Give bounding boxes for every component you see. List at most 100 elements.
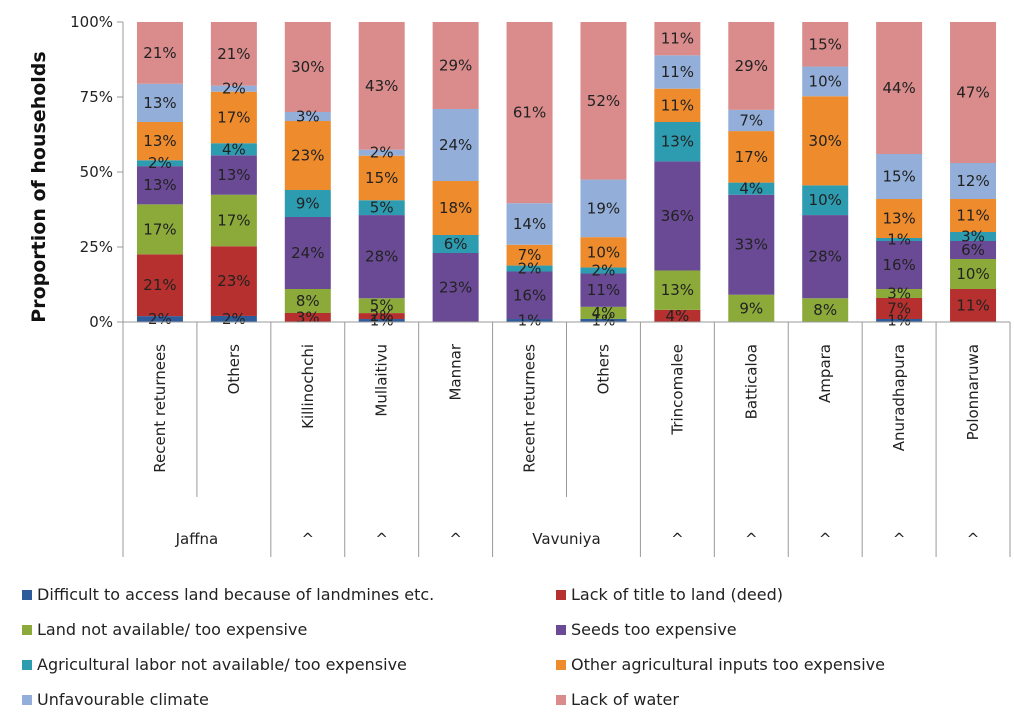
data-label: 4% [665,307,689,325]
bar-segment [950,199,997,232]
bar-segment [802,22,849,67]
legend-swatch [556,660,566,670]
data-label: 10% [956,265,989,283]
bar-segment [358,313,405,320]
x-group-label: ^ [671,530,684,548]
data-label: 11% [956,297,989,315]
data-label: 17% [143,220,176,238]
x-category-label: Ampara [816,344,834,403]
data-label: 2% [518,260,542,278]
data-labels-layer: 2% 21% 17% 13% 2% 13% 13% 21% 2% 23% 17% 13% 4% 17% 2%… [143,30,989,330]
data-label: 15% [809,35,842,53]
bar-segment [876,154,923,199]
bar-segment [432,181,479,235]
legend-swatch [22,590,32,600]
bar-segment [506,244,553,266]
data-label: 18% [439,199,472,217]
data-label: 13% [661,281,694,299]
data-label: 61% [513,104,546,122]
data-label: 2% [222,310,246,328]
data-label: 8% [296,292,320,310]
data-label: 4% [592,304,616,322]
x-group-label: ^ [302,530,315,548]
bar-segment [136,83,183,122]
bar-segment [654,22,701,56]
x-category-label: Anuradhapura [890,344,908,451]
bar-segment [284,289,331,313]
bar-segment [210,22,257,86]
data-label: 2% [222,80,246,98]
bar-segment [432,109,479,181]
data-label: 13% [143,176,176,194]
x-group-label: ^ [967,530,980,548]
bar-segment [284,190,331,217]
data-label: 10% [809,72,842,90]
data-label: 16% [882,256,915,274]
bar-segment [876,241,923,289]
bar-segment [580,267,627,274]
data-label: 21% [143,44,176,62]
bar-segment [950,22,997,163]
data-label: 13% [143,132,176,150]
bar-segment [802,66,849,97]
x-group-label: ^ [745,530,758,548]
legend-label: Agricultural labor not available/ too ex… [37,655,407,674]
y-tick-label: 100% [70,13,113,31]
bar-segment [802,96,849,186]
bar-segment [358,149,405,156]
data-label: 12% [956,172,989,190]
data-label: 1% [370,312,394,330]
data-label: 6% [444,235,468,253]
data-label: 17% [217,211,250,229]
data-label: 2% [148,154,172,172]
bar-segment [358,155,405,201]
bar-segment [432,22,479,109]
bar-segment [654,122,701,162]
data-label: 9% [296,195,320,213]
data-label: 33% [735,236,768,254]
data-label: 4% [739,180,763,198]
legend-swatch [22,625,32,635]
data-label: 19% [587,199,620,217]
legend: Difficult to access land because of land… [22,585,885,709]
data-label: 2% [370,144,394,162]
x-category-label: Polonnaruwa [964,344,982,440]
legend-label: Seeds too expensive [571,620,737,639]
bar-segment [654,55,701,89]
bar-segment [802,298,849,322]
bar-segment [136,166,183,205]
data-label: 7% [887,300,911,318]
x-group-label: ^ [449,530,462,548]
x-group-label: Jaffna [175,530,219,548]
data-label: 24% [291,244,324,262]
data-label: 17% [217,108,250,126]
x-category-label: Batticaloa [742,344,760,419]
bar-segment [728,294,775,322]
data-label: 21% [217,45,250,63]
data-label: 11% [661,96,694,114]
x-category-label: Killinochchi [299,344,317,429]
legend-label: Land not available/ too expensive [37,620,307,639]
data-label: 23% [217,272,250,290]
bar-segment [802,215,849,299]
data-label: 30% [291,58,324,76]
bar-segment [876,319,923,322]
bar-segment [950,259,997,289]
data-label: 47% [956,84,989,102]
bar-segment [950,289,997,322]
bar-segment [728,22,775,110]
bar-segment [136,254,183,317]
x-category-label: Recent returnees [521,344,539,473]
data-label: 24% [439,136,472,154]
bar-segment [358,22,405,150]
bar-segment [654,161,701,271]
data-label: 10% [587,243,620,261]
legend-label: Lack of title to land (deed) [571,585,783,604]
data-label: 44% [882,79,915,97]
bar-segment [358,298,405,314]
data-label: 6% [961,241,985,259]
y-tick-label: 50% [80,163,113,181]
data-label: 9% [739,299,763,317]
bar-segment [950,232,997,241]
bar-segment [506,319,553,322]
